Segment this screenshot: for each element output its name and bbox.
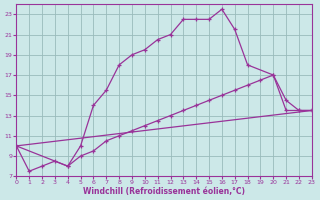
X-axis label: Windchill (Refroidissement éolien,°C): Windchill (Refroidissement éolien,°C) <box>83 187 245 196</box>
